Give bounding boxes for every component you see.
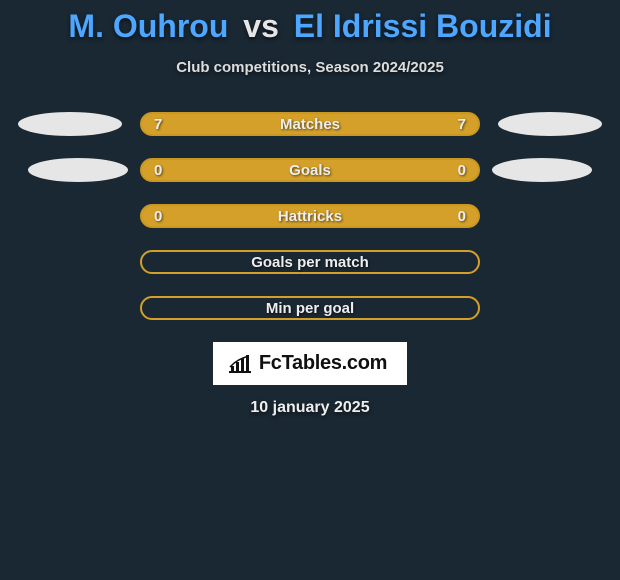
stat-row-goals: 0 Goals 0 bbox=[10, 158, 610, 182]
barchart-icon bbox=[227, 354, 253, 374]
stat-row-goals-per-match: Goals per match bbox=[10, 250, 610, 274]
stat-label: Hattricks bbox=[142, 208, 478, 225]
stat-bar: Min per goal bbox=[140, 296, 480, 320]
stat-bar: 7 Matches 7 bbox=[140, 112, 480, 136]
decor-oval-right bbox=[498, 112, 602, 136]
page-title: M. Ouhrou vs El Idrissi Bouzidi bbox=[0, 8, 620, 45]
stat-label: Goals bbox=[142, 162, 478, 179]
attribution-badge: FcTables.com bbox=[213, 342, 407, 385]
stat-value-right: 0 bbox=[458, 162, 466, 179]
comparison-card: M. Ouhrou vs El Idrissi Bouzidi Club com… bbox=[0, 0, 620, 417]
attribution-text: FcTables.com bbox=[259, 352, 387, 375]
stat-value-right: 7 bbox=[458, 116, 466, 133]
stat-bar: 0 Hattricks 0 bbox=[140, 204, 480, 228]
stat-row-matches: 7 Matches 7 bbox=[10, 112, 610, 136]
decor-oval-left bbox=[18, 112, 122, 136]
stat-value-right: 0 bbox=[458, 208, 466, 225]
stat-label: Matches bbox=[142, 116, 478, 133]
player1-name: M. Ouhrou bbox=[68, 8, 228, 44]
stat-rows: 7 Matches 7 0 Goals 0 0 Hattricks 0 bbox=[0, 112, 620, 320]
decor-oval-left bbox=[28, 158, 128, 182]
stat-row-hattricks: 0 Hattricks 0 bbox=[10, 204, 610, 228]
stat-bar: Goals per match bbox=[140, 250, 480, 274]
stat-label: Goals per match bbox=[142, 254, 478, 271]
subtitle: Club competitions, Season 2024/2025 bbox=[0, 59, 620, 76]
player2-name: El Idrissi Bouzidi bbox=[294, 8, 552, 44]
date-label: 10 january 2025 bbox=[0, 399, 620, 417]
decor-oval-right bbox=[492, 158, 592, 182]
stat-bar: 0 Goals 0 bbox=[140, 158, 480, 182]
vs-label: vs bbox=[243, 8, 279, 44]
stat-label: Min per goal bbox=[142, 300, 478, 317]
stat-row-min-per-goal: Min per goal bbox=[10, 296, 610, 320]
